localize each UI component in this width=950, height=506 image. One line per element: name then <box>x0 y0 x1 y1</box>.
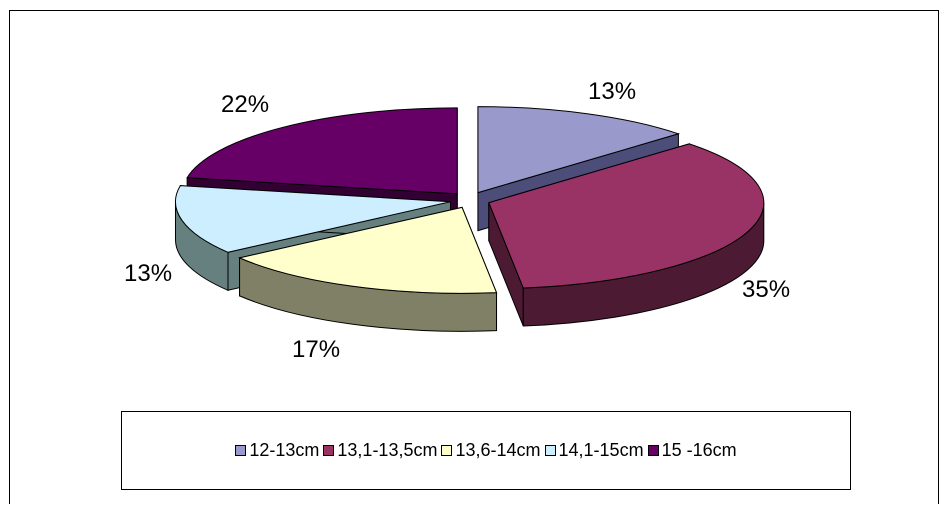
chart-legend: 12-13cm 13,1-13,5cm 13,6-14cm 14,1-15cm … <box>121 411 851 490</box>
legend-item-13-1-13-5cm: 13,1-13,5cm <box>323 440 437 461</box>
legend-item-14-1-15cm: 14,1-15cm <box>544 440 644 461</box>
legend-swatch-15-16cm <box>647 445 659 456</box>
legend-item-13-6-14cm: 13,6-14cm <box>441 440 541 461</box>
pie-slice-13-1-13-5cm <box>488 143 765 327</box>
legend-label-15-16cm: 15 -16cm <box>661 440 737 460</box>
legend-label-13-6-14cm: 13,6-14cm <box>455 440 541 460</box>
legend-item-12-13cm: 12-13cm <box>235 440 319 461</box>
legend-swatch-14-1-15cm <box>544 445 556 456</box>
legend-label-13-1-13-5cm: 13,1-13,5cm <box>337 440 438 460</box>
pie-slice-13-6-14cm <box>237 206 498 332</box>
legend-label-12-13cm: 12-13cm <box>249 440 320 460</box>
legend-swatch-13-1-13-5cm <box>323 445 335 456</box>
legend-item-15-16cm: 15 -16cm <box>647 440 737 461</box>
data-label-12-13cm: 13% <box>588 78 637 105</box>
data-label-15-16cm: 22% <box>221 91 270 118</box>
data-label-13-1-13-5cm: 35% <box>742 276 791 303</box>
legend-swatch-13-6-14cm <box>441 445 453 456</box>
data-label-13-6-14cm: 17% <box>292 336 341 363</box>
data-label-14-1-15cm: 13% <box>124 260 173 287</box>
legend-swatch-12-13cm <box>235 445 247 456</box>
legend-label-14-1-15cm: 14,1-15cm <box>558 440 644 460</box>
